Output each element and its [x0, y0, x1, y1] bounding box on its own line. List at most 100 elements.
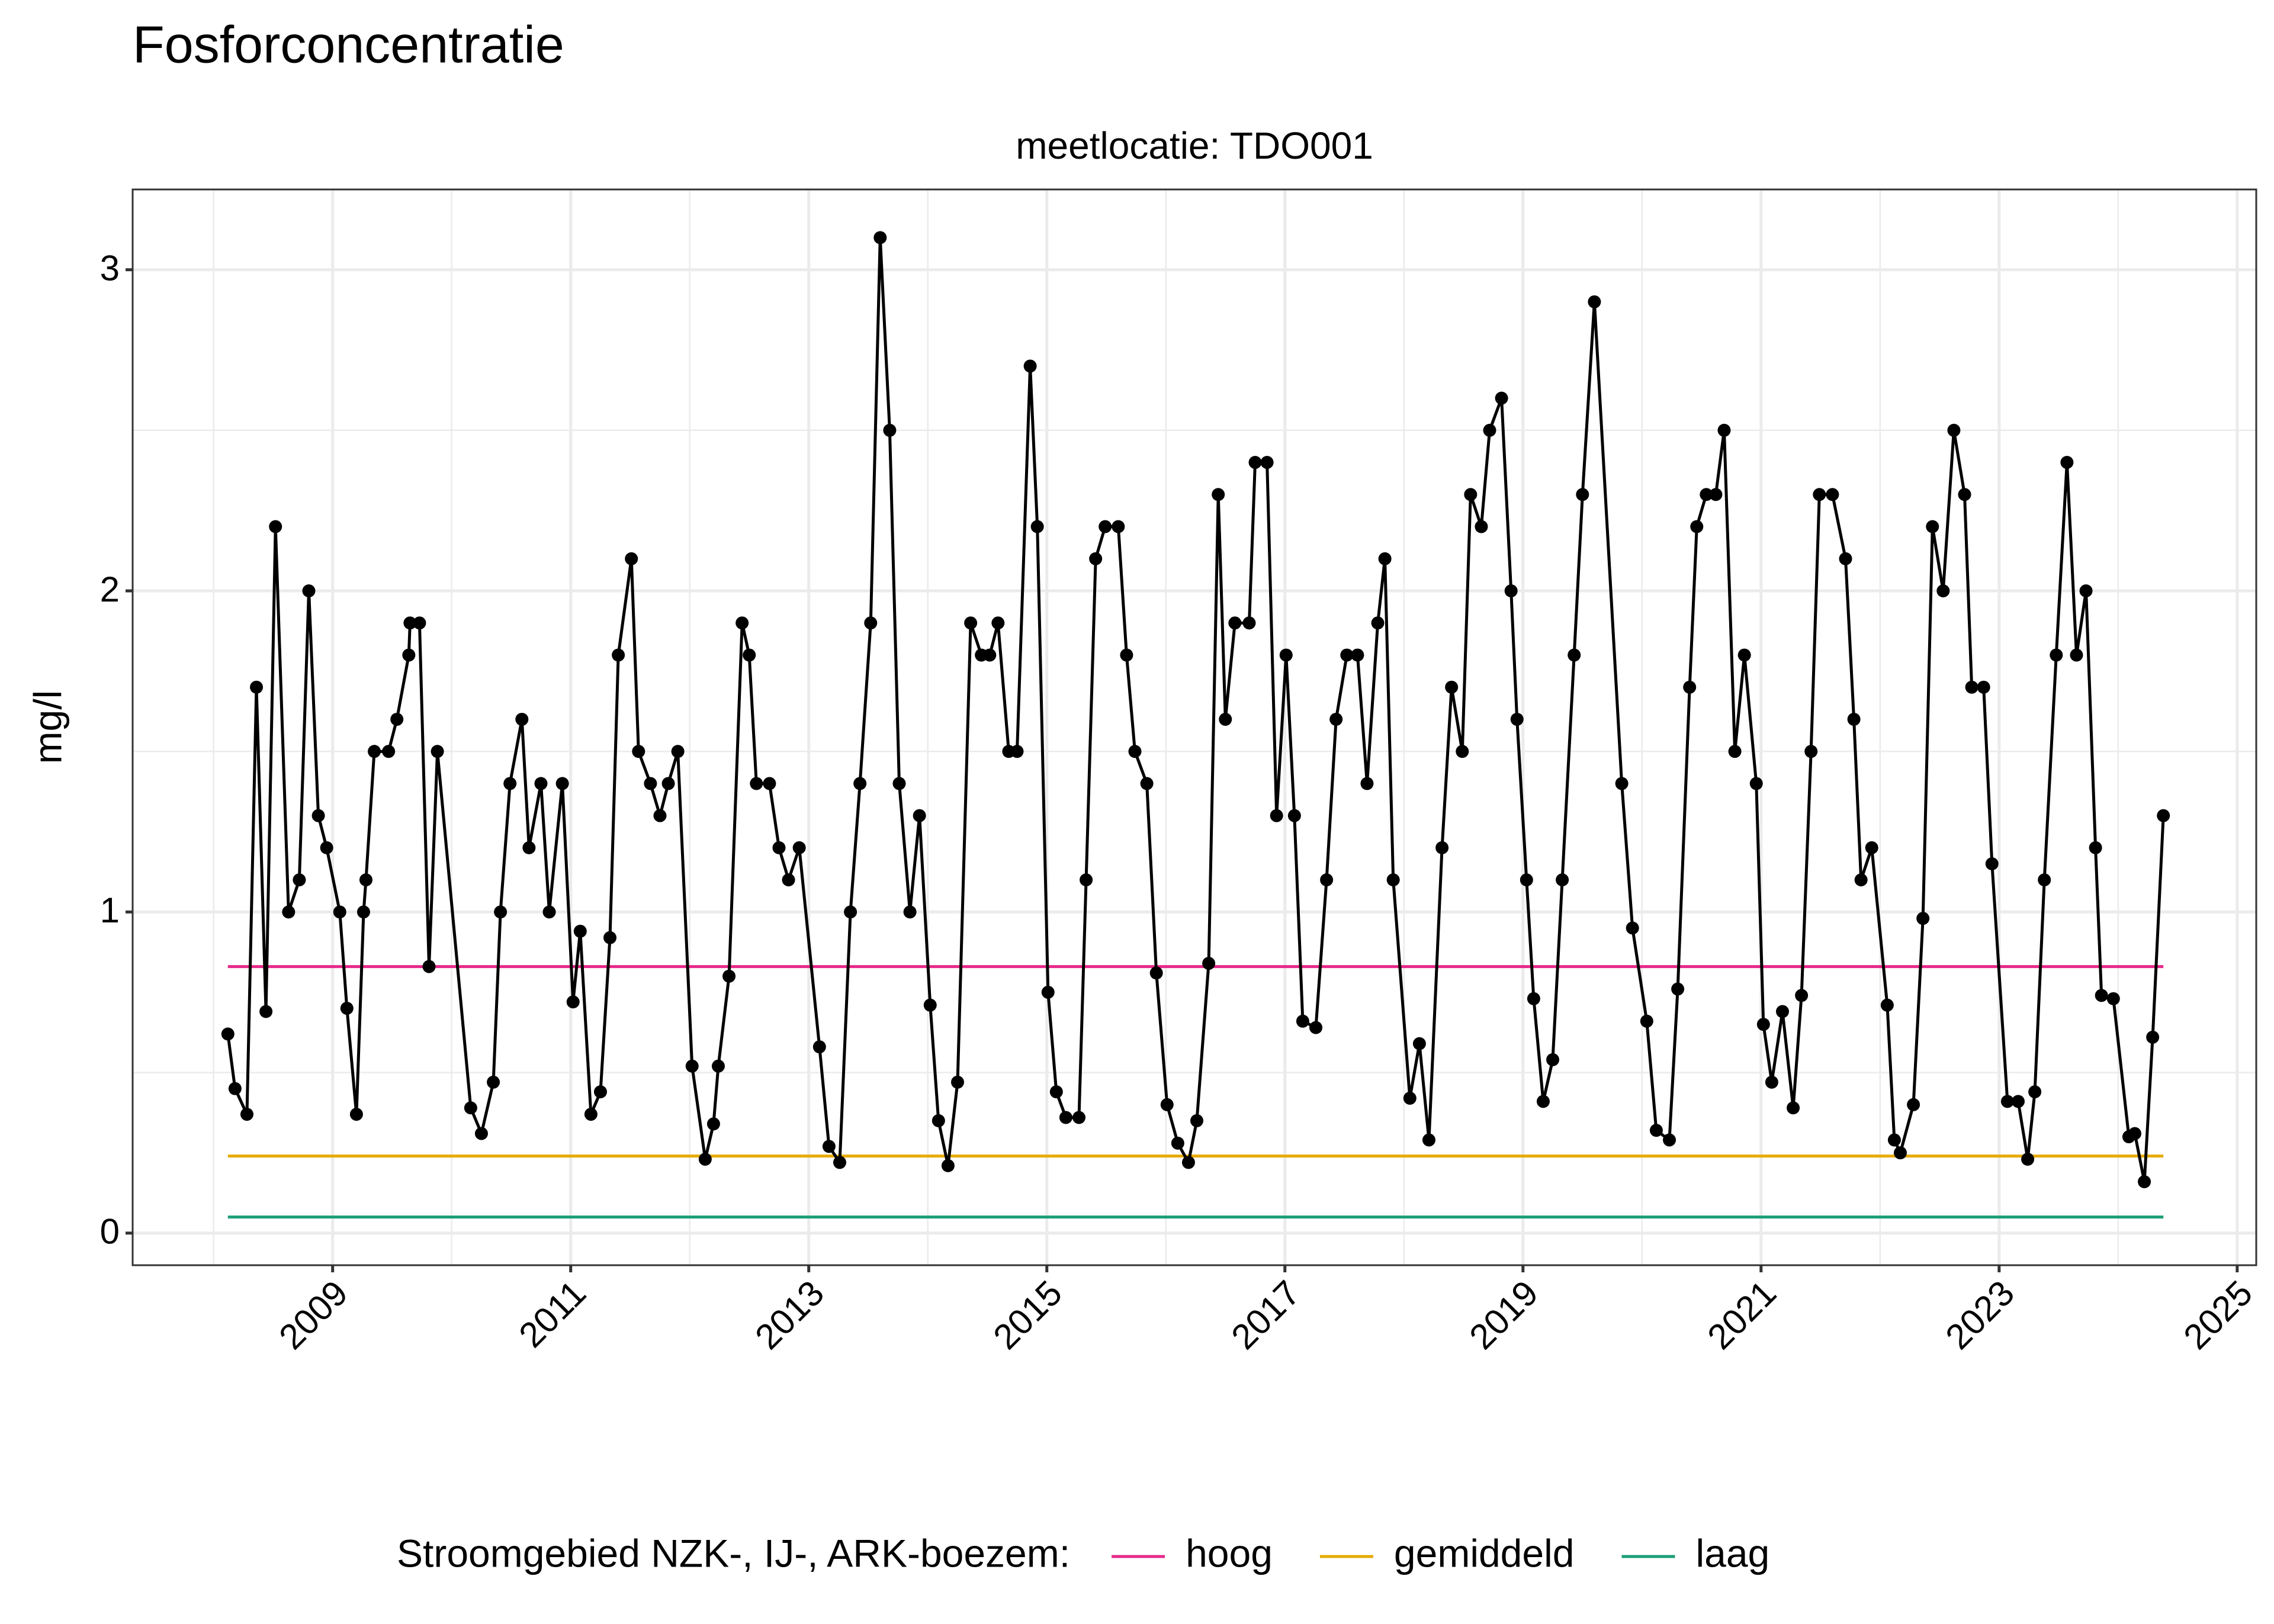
data-point: [1279, 648, 1293, 662]
legend-label: gemiddeld: [1394, 1531, 1575, 1575]
data-point: [792, 841, 806, 854]
data-point: [1977, 680, 1990, 694]
data-point: [1140, 777, 1154, 790]
data-point: [302, 584, 316, 597]
data-point: [1749, 777, 1763, 790]
data-point: [1049, 1085, 1063, 1099]
data-point: [1403, 1091, 1417, 1105]
y-axis-label: mg/l: [25, 690, 69, 764]
data-point: [1626, 921, 1639, 935]
data-point: [542, 905, 556, 919]
data-point: [402, 648, 416, 662]
data-point: [1663, 1133, 1676, 1147]
data-point: [612, 648, 625, 662]
data-point: [555, 777, 569, 790]
data-point: [750, 777, 763, 790]
data-point: [1228, 616, 1242, 630]
data-point: [653, 809, 667, 822]
data-point: [1128, 745, 1142, 758]
data-point: [1649, 1124, 1663, 1137]
data-point: [566, 995, 580, 1009]
data-point: [1412, 1037, 1426, 1050]
data-point: [1483, 423, 1496, 437]
data-point: [221, 1027, 235, 1041]
data-point: [1709, 488, 1723, 501]
legend-label: laag: [1695, 1531, 1769, 1575]
data-point: [991, 616, 1005, 630]
data-point: [1360, 777, 1374, 790]
data-point: [1059, 1111, 1072, 1124]
data-line: [226, 236, 2165, 1184]
data-point: [1839, 552, 1852, 565]
data-point: [1576, 488, 1589, 501]
data-point: [311, 809, 325, 822]
data-point: [2011, 1095, 2025, 1108]
data-point: [1690, 520, 1704, 533]
data-point: [431, 745, 444, 758]
data-point: [1378, 552, 1392, 565]
data-point: [282, 905, 296, 919]
data-point: [923, 998, 937, 1012]
data-point: [356, 905, 370, 919]
data-point: [782, 873, 795, 887]
data-point: [853, 777, 867, 790]
data-point: [1640, 1014, 1653, 1028]
data-point: [1527, 992, 1540, 1005]
data-point: [1089, 552, 1103, 565]
data-point: [1296, 1014, 1309, 1028]
data-point: [873, 231, 887, 245]
data-point: [763, 777, 776, 790]
data-point: [1023, 359, 1037, 373]
data-point: [1588, 295, 1601, 308]
data-point: [1270, 809, 1283, 822]
data-point: [983, 648, 997, 662]
data-point: [515, 712, 529, 726]
data-point: [1813, 488, 1826, 501]
data-point: [892, 777, 906, 790]
data-point: [1958, 488, 1971, 501]
data-point: [522, 841, 536, 854]
data-point: [1510, 712, 1524, 726]
data-point: [1520, 873, 1533, 887]
data-point: [1615, 777, 1629, 790]
data-point: [671, 745, 685, 758]
data-point: [1854, 873, 1868, 887]
data-point: [340, 1002, 354, 1015]
data-point: [1683, 680, 1697, 694]
data-point: [368, 745, 381, 758]
y-tick-label: 0: [100, 1212, 120, 1252]
data-point: [1671, 982, 1685, 996]
data-point: [1340, 648, 1354, 662]
data-point: [250, 680, 264, 694]
data-point: [503, 777, 517, 790]
data-point: [1080, 873, 1093, 887]
data-point: [382, 745, 396, 758]
data-point: [359, 873, 372, 887]
data-point: [2021, 1153, 2035, 1166]
data-point: [822, 1140, 836, 1153]
data-point: [698, 1153, 712, 1166]
data-point: [349, 1108, 363, 1121]
data-point: [593, 1085, 607, 1099]
data-point: [1717, 423, 1731, 437]
legend-label: hoog: [1186, 1531, 1273, 1575]
data-point: [772, 841, 786, 854]
data-point: [632, 745, 645, 758]
data-point: [1435, 841, 1449, 854]
data-point: [1893, 1146, 1907, 1160]
data-point: [2089, 841, 2102, 854]
data-point: [2028, 1085, 2042, 1099]
data-point: [2000, 1095, 2014, 1108]
data-point: [1248, 456, 1262, 469]
data-point: [706, 1117, 720, 1131]
data-point: [883, 423, 897, 437]
data-point: [293, 873, 306, 887]
data-point: [534, 777, 548, 790]
data-point: [320, 841, 333, 854]
data-point: [422, 960, 436, 973]
data-point: [390, 712, 404, 726]
data-point: [474, 1127, 488, 1140]
